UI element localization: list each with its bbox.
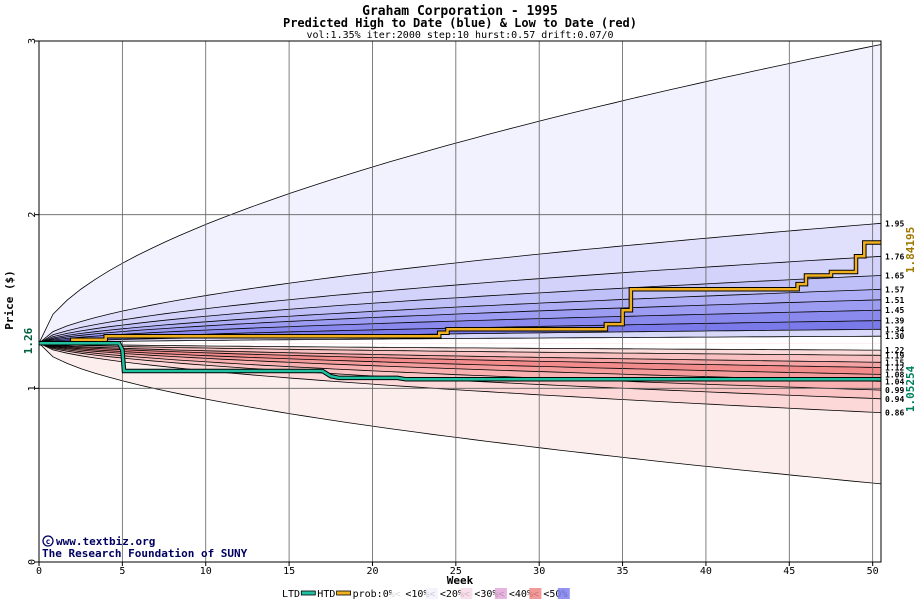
ltd-line — [39, 341, 881, 381]
start-price-label: 1.26 — [22, 327, 35, 354]
legend-label-2: prob:0%< — [353, 589, 401, 600]
chart-title: Graham Corporation - 1995 — [362, 4, 558, 19]
legend-label-3: <10%< — [405, 589, 435, 600]
legend-swatch-4 — [460, 588, 473, 599]
high-band-line-4 — [38, 288, 882, 344]
legend-swatch-5 — [494, 588, 507, 599]
percentile-label: 1.12 — [885, 363, 904, 372]
high-band-9 — [39, 336, 881, 344]
legend-label-0: LTD — [282, 589, 300, 600]
percentile-label: 1.76 — [885, 252, 904, 261]
legend-label-6: <40%< — [509, 589, 539, 600]
low-band-line-3 — [38, 342, 882, 391]
percentile-label: 1.22 — [885, 346, 904, 355]
x-tick-label: 40 — [700, 566, 712, 577]
high-band-line-6 — [38, 309, 882, 344]
low-band-9 — [39, 343, 881, 351]
percentile-label: 1.95 — [885, 219, 904, 228]
percentile-label: 1.15 — [885, 358, 904, 367]
high-band-line-5 — [38, 299, 882, 344]
x-tick-label: 35 — [617, 566, 629, 577]
x-tick-label: 30 — [533, 566, 545, 577]
legend-swatch-3 — [425, 588, 438, 599]
low-band-line-7 — [38, 342, 882, 363]
legend-swatch-6 — [529, 588, 542, 599]
high-band-line-1 — [38, 222, 882, 344]
percentile-label: 1.30 — [885, 332, 904, 341]
legend-swatch-1 — [336, 590, 352, 596]
high-band-line-0 — [38, 44, 882, 344]
y-tick-label: 2 — [27, 212, 38, 218]
copyright-icon-glyph: c — [46, 537, 51, 546]
credit-site: www.textbiz.org — [56, 535, 155, 548]
credit-org: The Research Foundation of SUNY — [42, 547, 248, 560]
high-band-line-2 — [38, 255, 882, 344]
percentile-label: 1.51 — [885, 296, 904, 305]
percentile-label: 1.45 — [885, 306, 904, 315]
y-tick-label: 1 — [27, 385, 38, 391]
copyright-icon — [42, 535, 54, 547]
percentile-label: 0.86 — [885, 409, 904, 418]
low-band-line-5 — [38, 342, 882, 375]
percentile-label: 1.08 — [885, 370, 904, 379]
percentile-label: 1.34 — [885, 325, 904, 334]
x-axis-title: Week — [447, 574, 474, 587]
x-tick-label: 50 — [867, 566, 879, 577]
x-tick-label: 15 — [283, 566, 295, 577]
low-band-line-6 — [38, 342, 882, 368]
low-band-line-8 — [38, 342, 882, 356]
htd-line — [39, 241, 881, 345]
x-tick-label: 20 — [366, 566, 378, 577]
low-band-line-9 — [38, 342, 881, 351]
legend-label-5: <30%< — [474, 589, 504, 600]
percentile-label: 1.65 — [885, 271, 904, 280]
percentile-label: 1.19 — [885, 351, 904, 360]
htd-final-label: 1.84195 — [904, 227, 917, 273]
ltd-final-label: 1.05254 — [904, 365, 917, 412]
x-tick-label: 0 — [36, 566, 42, 577]
chart-params: vol:1.35% iter:2000 step:10 hurst:0.57 d… — [306, 30, 613, 41]
x-tick-label: 10 — [200, 566, 212, 577]
legend-label-1: HTD — [317, 589, 335, 600]
percentile-label: 1.57 — [885, 285, 904, 294]
low-band-line-0 — [38, 342, 882, 485]
plot-frame — [38, 40, 882, 563]
percentile-label: 1.39 — [885, 317, 904, 326]
legend-swatch-7 — [557, 588, 570, 599]
high-band-line-3 — [38, 275, 882, 344]
legend-label-4: <20%< — [440, 589, 470, 600]
chart-subtitle: Predicted High to Date (blue) & Low to D… — [283, 16, 637, 30]
percentile-label: 1.04 — [885, 377, 904, 386]
percentile-label: 0.94 — [885, 395, 904, 404]
high-band-line-9 — [38, 335, 882, 344]
y-tick-label: 3 — [27, 38, 38, 44]
x-tick-label: 25 — [450, 566, 462, 577]
legend-label-7: <50% — [543, 589, 567, 600]
legend-swatch-2 — [391, 588, 404, 599]
x-tick-label: 5 — [119, 566, 125, 577]
low-band-line-1 — [38, 342, 882, 413]
y-axis-title: Price ($) — [3, 270, 16, 330]
legend-swatch-0 — [300, 590, 316, 596]
percentile-label: 0.99 — [885, 386, 904, 395]
x-tick-label: 45 — [783, 566, 795, 577]
y-tick-label: 0 — [27, 559, 38, 565]
